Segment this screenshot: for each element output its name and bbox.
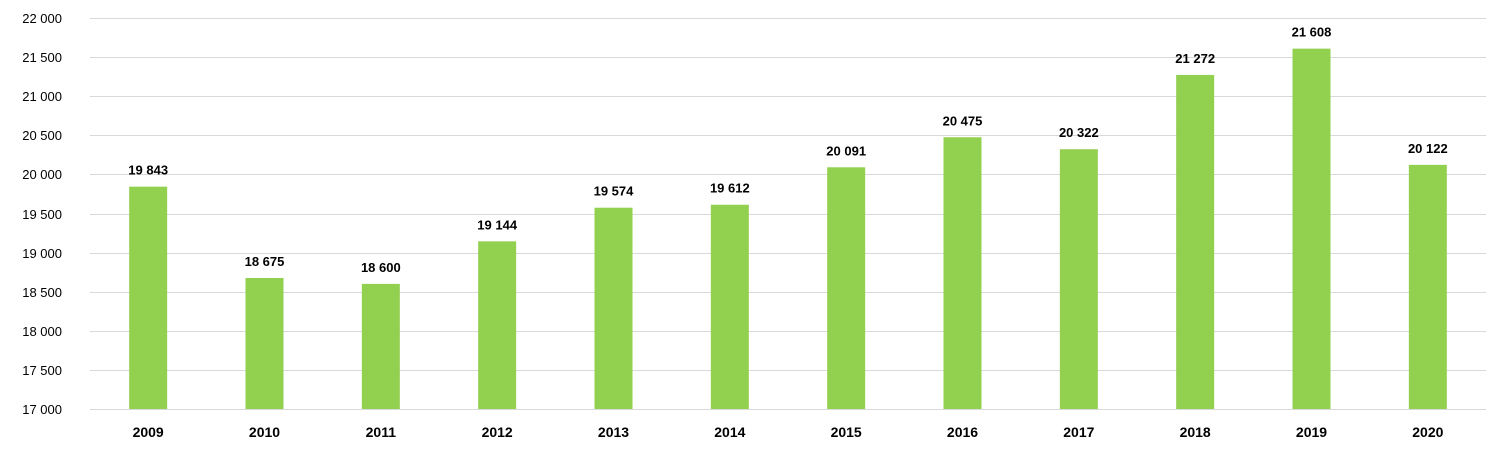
bar-2013 [594, 207, 633, 409]
y-tick-label: 20 000 [22, 167, 62, 182]
grid-layer [90, 18, 1486, 410]
data-label: 21 608 [1292, 25, 1332, 40]
bar-2019 [1292, 48, 1331, 410]
data-label: 18 675 [245, 254, 285, 269]
x-tick-label: 2013 [598, 424, 629, 440]
y-tick-label: 18 000 [22, 324, 62, 339]
x-axis-tick-labels: 2009 2010 2011 2012 2013 2014 2015 2016 2017 2018… [133, 424, 1444, 440]
bar-2011 [361, 283, 400, 409]
y-tick-label: 17 500 [22, 363, 62, 378]
bar-2017 [1059, 149, 1098, 409]
y-tick-label: 21 000 [22, 89, 62, 104]
data-label: 19 843 [128, 163, 168, 178]
y-tick-label: 22 000 [22, 11, 62, 26]
x-tick-label: 2010 [249, 424, 280, 440]
y-tick-label: 20 500 [22, 128, 62, 143]
x-tick-label: 2016 [947, 424, 978, 440]
y-tick-label: 19 500 [22, 207, 62, 222]
data-label: 20 475 [943, 113, 983, 128]
x-tick-label: 2014 [714, 424, 745, 440]
y-tick-label: 18 500 [22, 285, 62, 300]
data-label: 20 122 [1408, 141, 1448, 156]
x-tick-label: 2017 [1063, 424, 1094, 440]
bar-2018 [1176, 74, 1215, 410]
x-tick-label: 2019 [1296, 424, 1327, 440]
bar-2016 [943, 137, 982, 409]
bar-2009 [129, 186, 168, 409]
bars [129, 48, 1447, 410]
y-tick-label: 17 000 [22, 402, 62, 417]
data-label: 19 612 [710, 181, 750, 196]
bar-2010 [245, 278, 284, 409]
y-axis-tick-labels: 17 000 17 500 18 000 18 500 19 000 19 500 20 0… [22, 11, 62, 417]
bar-2015 [827, 167, 866, 409]
data-label: 19 144 [477, 217, 518, 232]
data-label: 19 574 [594, 184, 635, 199]
y-tick-label: 19 000 [22, 246, 62, 261]
bar-2020 [1408, 164, 1447, 409]
bar-2014 [710, 204, 749, 409]
x-tick-label: 2015 [831, 424, 862, 440]
x-tick-label: 2011 [366, 424, 397, 440]
y-tick-label: 21 500 [22, 50, 62, 65]
data-label: 18 600 [361, 260, 401, 275]
x-tick-label: 2018 [1180, 424, 1211, 440]
data-labels: 19 843 18 675 18 600 19 144 19 574 19 612 20 0… [128, 25, 1447, 275]
data-label: 21 272 [1175, 51, 1215, 66]
x-tick-label: 2020 [1412, 424, 1443, 440]
bar-2012 [478, 241, 517, 409]
data-label: 20 091 [826, 143, 866, 158]
x-tick-label: 2012 [482, 424, 513, 440]
data-label: 20 322 [1059, 125, 1099, 140]
x-tick-label: 2009 [133, 424, 164, 440]
